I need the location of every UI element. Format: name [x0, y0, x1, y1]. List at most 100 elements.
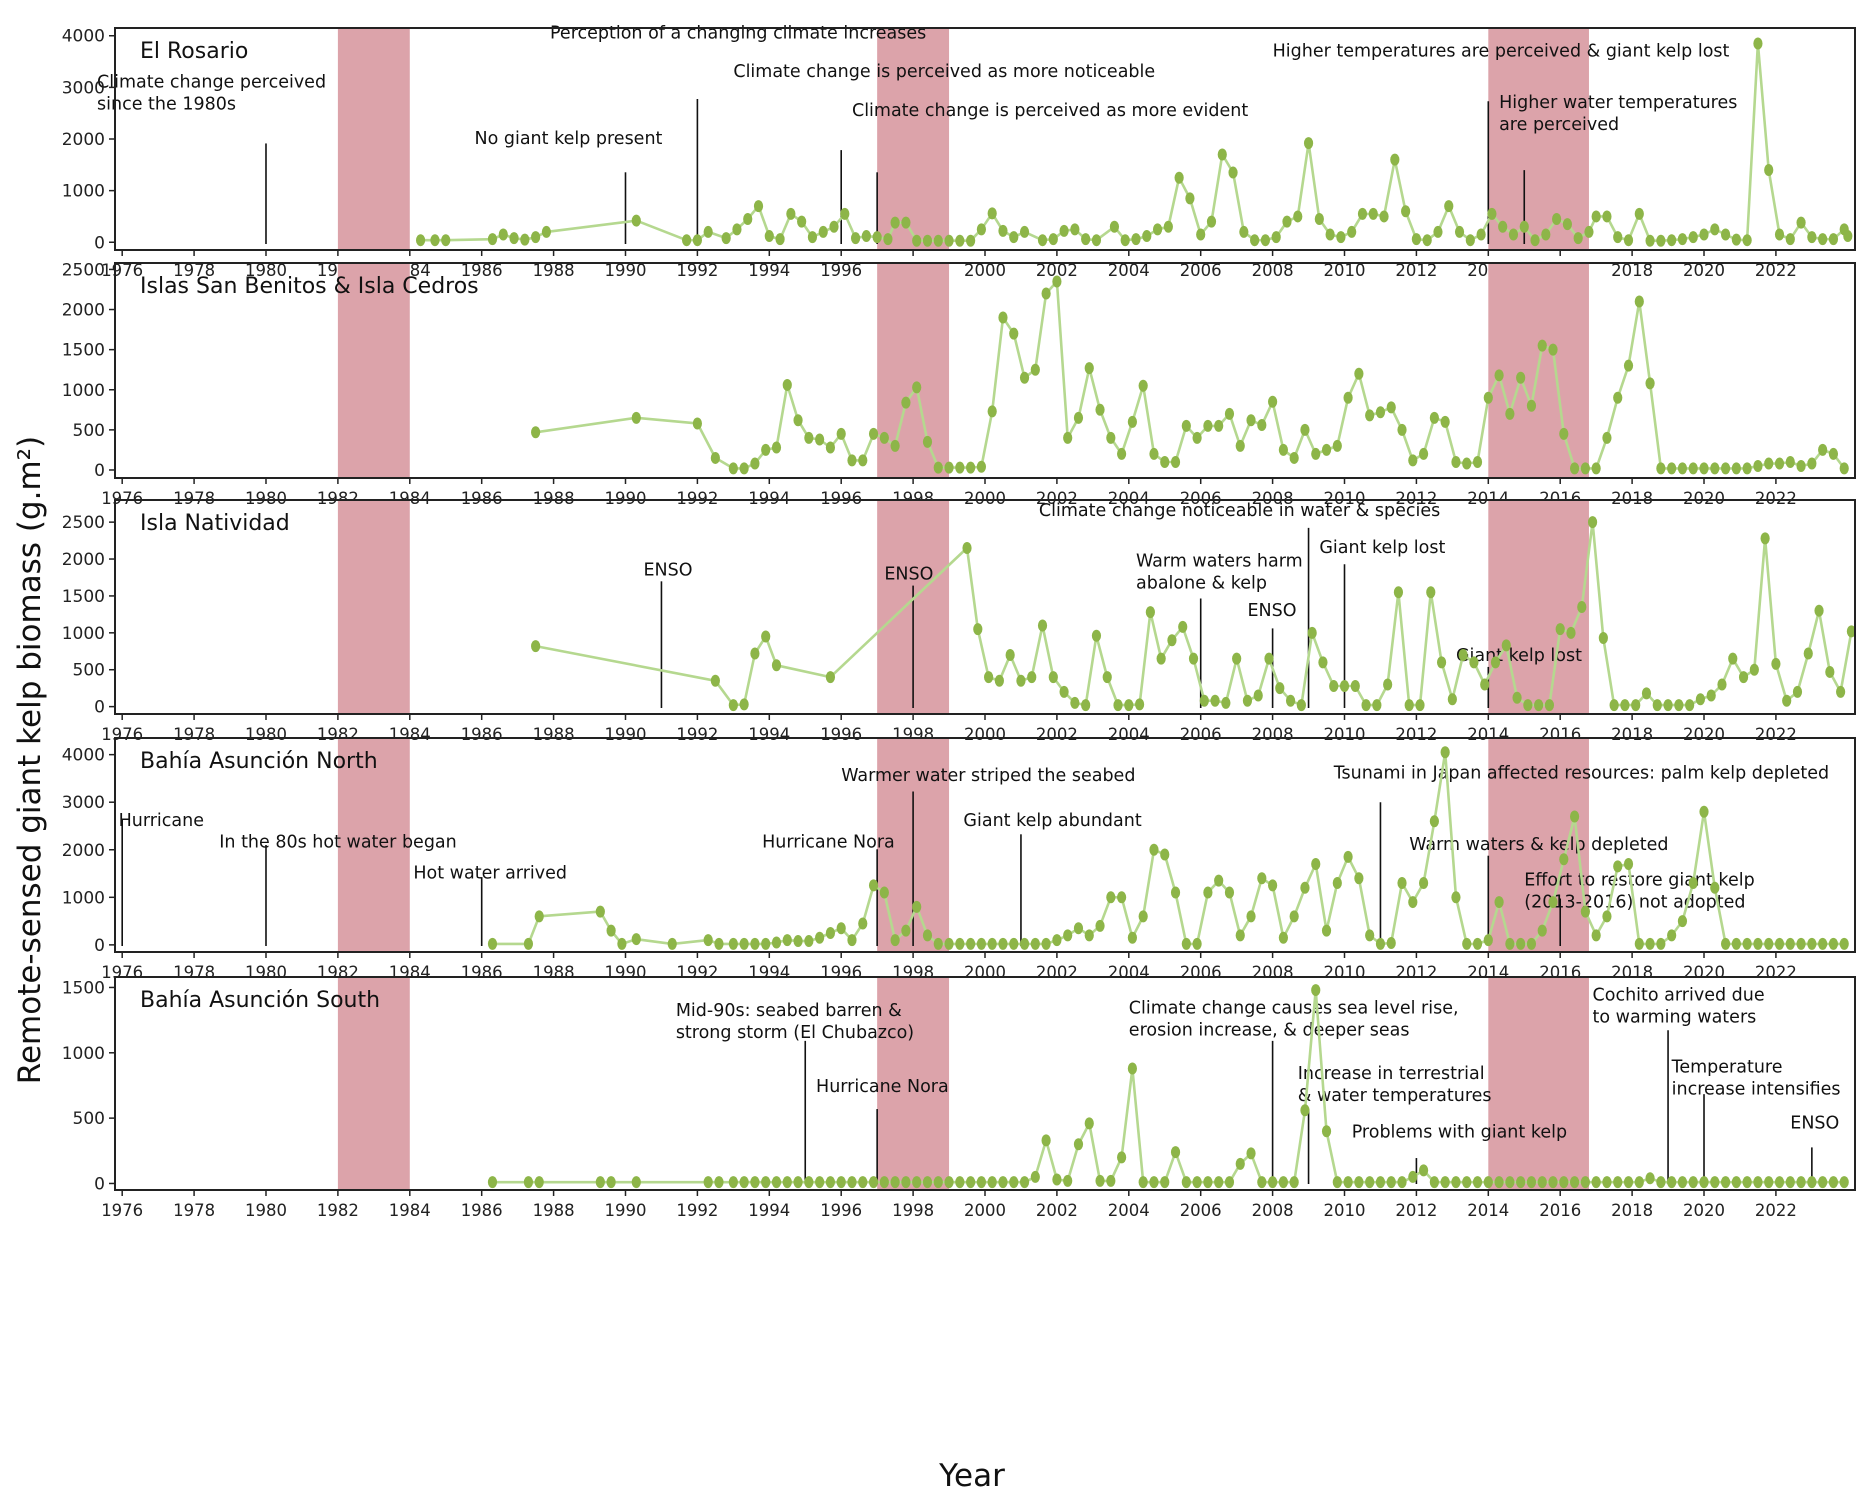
panel-2-data-point-40: [1106, 431, 1116, 444]
panel-5-event-label-line: Cochito arrived due: [1593, 986, 1765, 1006]
panel-4-title: Bahía Asunción North: [140, 749, 378, 774]
panel-5-data-point-96: [1667, 1176, 1677, 1189]
panel-3-data-point-20: [1081, 699, 1091, 712]
panel-1-data-point-113: [1796, 216, 1806, 229]
panel-5-data-point-65: [1332, 1176, 1342, 1189]
panel-1-x-tick-label-24: 2022: [1755, 261, 1797, 280]
panel-3-data-point-42: [1318, 656, 1328, 669]
panel-2-x-tick-label-1: 1976: [101, 489, 143, 508]
panel-1-data-point-14: [721, 232, 731, 245]
panel-4-data-point-96: [1645, 937, 1655, 950]
panel-2-data-point-81: [1548, 343, 1558, 356]
panel-3-x-tick-label-16: 2006: [1180, 725, 1222, 744]
panel-3-data-point-7: [771, 659, 782, 672]
panel-2-data-point-10: [782, 378, 792, 391]
panel-3-data-point-78: [1706, 689, 1716, 702]
panel-5-shaded-period-1: [337, 977, 410, 1190]
panel-4-x-tick-label-23: 2020: [1683, 963, 1725, 982]
panel-2-data-point-31: [1009, 327, 1019, 340]
panel-3-data-point-48: [1383, 678, 1393, 691]
panel-5-event-label-line: to warming waters: [1593, 1008, 1757, 1028]
panel-1-data-point-29: [883, 233, 893, 246]
panel-4-data-point-103: [1720, 937, 1731, 950]
panel-3-event-label-line: Giant kelp lost: [1319, 538, 1445, 558]
panel-5-data-point-64: [1321, 1125, 1332, 1138]
panel-5-event-label-line: erosion increase, & deeper seas: [1129, 1021, 1410, 1041]
panel-3-event-label-line: Giant kelp lost: [1456, 646, 1582, 666]
panel-1-event-label-line: Climate change perceived: [97, 72, 326, 92]
panel-3-data-point-66: [1577, 601, 1587, 613]
panel-5-data-point-21: [858, 1176, 868, 1189]
panel-1-x-tick-label-13: 2000: [964, 261, 1006, 280]
panel-4-data-point-67: [1332, 877, 1342, 890]
panel-3-data-point-17: [1048, 671, 1058, 684]
panel-5-x-tick-label-1: 1976: [101, 1201, 143, 1220]
panel-1-data-point-37: [966, 234, 976, 247]
panel-3-x-tick-label-7: 1988: [533, 725, 575, 744]
panel-2-data-point-34: [1041, 287, 1051, 300]
panel-3-y-tick-label-4: 1500: [62, 587, 105, 607]
panel-1-data-point-34: [933, 234, 943, 247]
panel-4-y-tick-label-5: 4000: [62, 746, 105, 766]
panel-5-data-point-40: [1063, 1174, 1073, 1187]
panel-2-data-point-11: [793, 414, 803, 427]
panel-5-event-label-2: Hurricane Nora: [816, 1077, 949, 1097]
panel-4-event-label-3: Hot water arrived: [413, 863, 567, 883]
panel-5-data-point-83: [1526, 1176, 1537, 1189]
panel-1-data-point-69: [1325, 228, 1335, 241]
panel-4-data-point-59: [1246, 910, 1256, 923]
panel-4-data-point-24: [868, 879, 879, 892]
panel-2-data-point-29: [987, 405, 997, 418]
panel-4-data-point-114: [1839, 937, 1849, 950]
panel-5-data-point-100: [1710, 1176, 1720, 1189]
panel-5-x-tick-label-19: 2012: [1395, 1201, 1437, 1220]
panel-5-data-point-80: [1494, 1176, 1504, 1189]
panel-5-x-tick-label-17: 2008: [1252, 1201, 1294, 1220]
panel-5-event-label-line: Hurricane Nora: [816, 1077, 949, 1097]
panel-4-event-label-1: Hurricane: [119, 811, 204, 831]
panel-1-data-point-19: [775, 233, 785, 246]
panel-3-data-point-51: [1415, 699, 1425, 712]
panel-5-event-label-7: Temperature increase intensifies: [1671, 1057, 1841, 1099]
panel-4-data-point-62: [1278, 931, 1288, 944]
panel-4-y-tick-label-3: 2000: [62, 841, 105, 861]
panel-5-event-label-line: strong storm (El Chubazco): [676, 1023, 914, 1043]
panel-5-data-point-63: [1311, 984, 1321, 997]
panel-2-data-point-1: [531, 426, 541, 439]
panel-2-data-point-86: [1602, 431, 1612, 444]
panel-4-data-point-84: [1516, 937, 1526, 950]
panel-2-y-tick-label-1: 0: [94, 461, 105, 481]
panel-1-data-point-88: [1530, 234, 1540, 247]
panel-5-x-tick-label-23: 2020: [1683, 1201, 1725, 1220]
panel-5-y-tick-label-4: 1500: [62, 978, 105, 998]
panel-1-event-label-3: Perception of a changing climate increas…: [550, 23, 926, 43]
panel-3-data-point-31: [1199, 694, 1209, 707]
panel-1-data-point-112: [1785, 233, 1795, 246]
panel-4-data-point-72: [1386, 936, 1396, 949]
panel-2-data-point-5: [728, 462, 738, 475]
x-axis-label: Year: [939, 1458, 1005, 1494]
panel-2-data-point-50: [1214, 419, 1224, 432]
panel-1-shaded-period-1: [337, 28, 410, 250]
panel-5-data-point-33: [987, 1176, 997, 1189]
panel-5-data-point-22: [868, 1176, 879, 1189]
panel-5-data-point-79: [1483, 1176, 1493, 1189]
panel-5-data-point-52: [1192, 1176, 1202, 1189]
panel-4-data-point-12: [739, 937, 749, 950]
panel-4-x-tick-label-9: 1992: [676, 963, 718, 982]
panel-2-data-point-37: [1073, 411, 1084, 424]
panel-1-data-point-30: [890, 216, 900, 229]
panel-1-data-point-110: [1764, 163, 1774, 176]
panel-1-data-point-78: [1422, 234, 1432, 247]
panel-2-data-point-70: [1429, 411, 1439, 424]
panel-1-x-tick-label-22: 2018: [1611, 261, 1653, 280]
panel-2-data-point-94: [1688, 462, 1698, 475]
panel-4-x-tick-label-10: 1994: [748, 963, 790, 982]
panel-5-data-point-98: [1688, 1176, 1698, 1189]
panel-2-data-point-85: [1591, 462, 1601, 475]
panel-5-data-point-88: [1580, 1176, 1590, 1189]
panel-5-data-point-105: [1764, 1176, 1774, 1189]
panel-1-data-point-91: [1562, 218, 1572, 231]
panel-4-data-point-45: [1095, 919, 1105, 932]
